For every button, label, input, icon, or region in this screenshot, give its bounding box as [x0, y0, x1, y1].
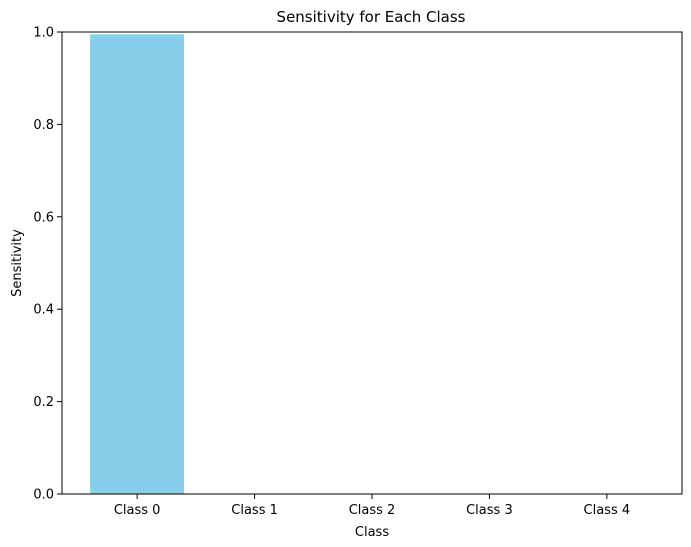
- x-tick-label: Class 4: [584, 503, 631, 518]
- x-axis-label: Class: [355, 525, 389, 540]
- bars-group: [90, 34, 185, 495]
- y-tick-label: 1.0: [33, 26, 54, 41]
- y-tick-label: 0.6: [33, 210, 54, 225]
- x-tick-label: Class 2: [349, 503, 396, 518]
- y-tick-label: 0.0: [33, 488, 54, 503]
- y-axis-label: Sensitivity: [10, 229, 25, 297]
- y-tick-label: 0.2: [33, 395, 54, 410]
- chart-title: Sensitivity for Each Class: [277, 8, 466, 26]
- x-tick-label: Class 1: [231, 503, 278, 518]
- x-tick-label: Class 3: [466, 503, 513, 518]
- y-tick-label: 0.8: [33, 118, 54, 133]
- y-tick-label: 0.4: [33, 303, 54, 318]
- plot-area: 0.0 0.2 0.4 0.6 0.8 1.0 Class 0 Class 1 Class 2…: [33, 26, 683, 518]
- bar-class-0: [90, 34, 185, 495]
- x-axis-ticks: Class 0 Class 1 Class 2 Class 3 Class 4: [114, 494, 630, 518]
- x-tick-label: Class 0: [114, 503, 161, 518]
- y-axis-ticks: 0.0 0.2 0.4 0.6 0.8 1.0: [33, 26, 62, 503]
